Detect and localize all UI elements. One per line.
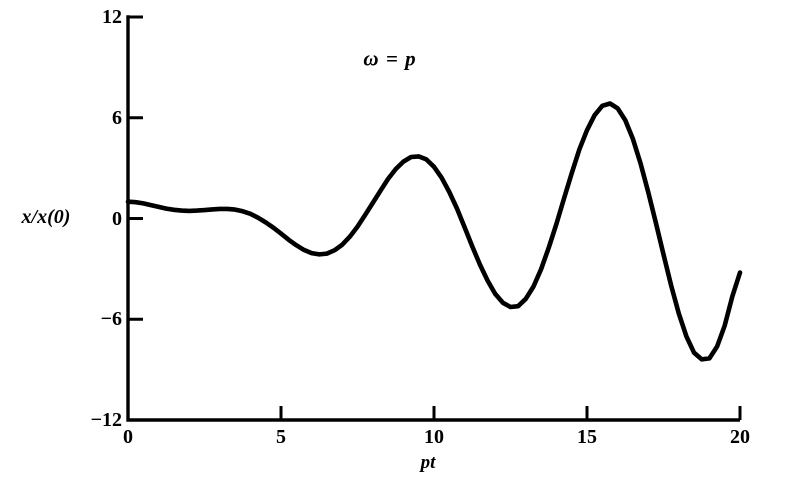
y-tick-label: 0 — [112, 207, 122, 230]
x-tick-label: 15 — [577, 426, 597, 448]
y-tick-label: −12 — [90, 409, 122, 431]
response-curve — [125, 101, 743, 362]
x-axis-title: pt — [420, 452, 436, 473]
y-tick-label: −6 — [100, 308, 122, 331]
y-tick-label: 6 — [112, 106, 122, 129]
y-axis-title: x/x(0) — [21, 206, 71, 228]
x-tick-label: 0 — [123, 426, 133, 448]
y-tick-label: 12 — [102, 6, 122, 28]
x-tick-label: 10 — [424, 426, 444, 448]
x-tick-label: 20 — [730, 426, 750, 448]
curve-annotation: ω = p — [363, 46, 417, 71]
axes — [126, 15, 740, 422]
x-tick-label: 5 — [276, 426, 286, 448]
